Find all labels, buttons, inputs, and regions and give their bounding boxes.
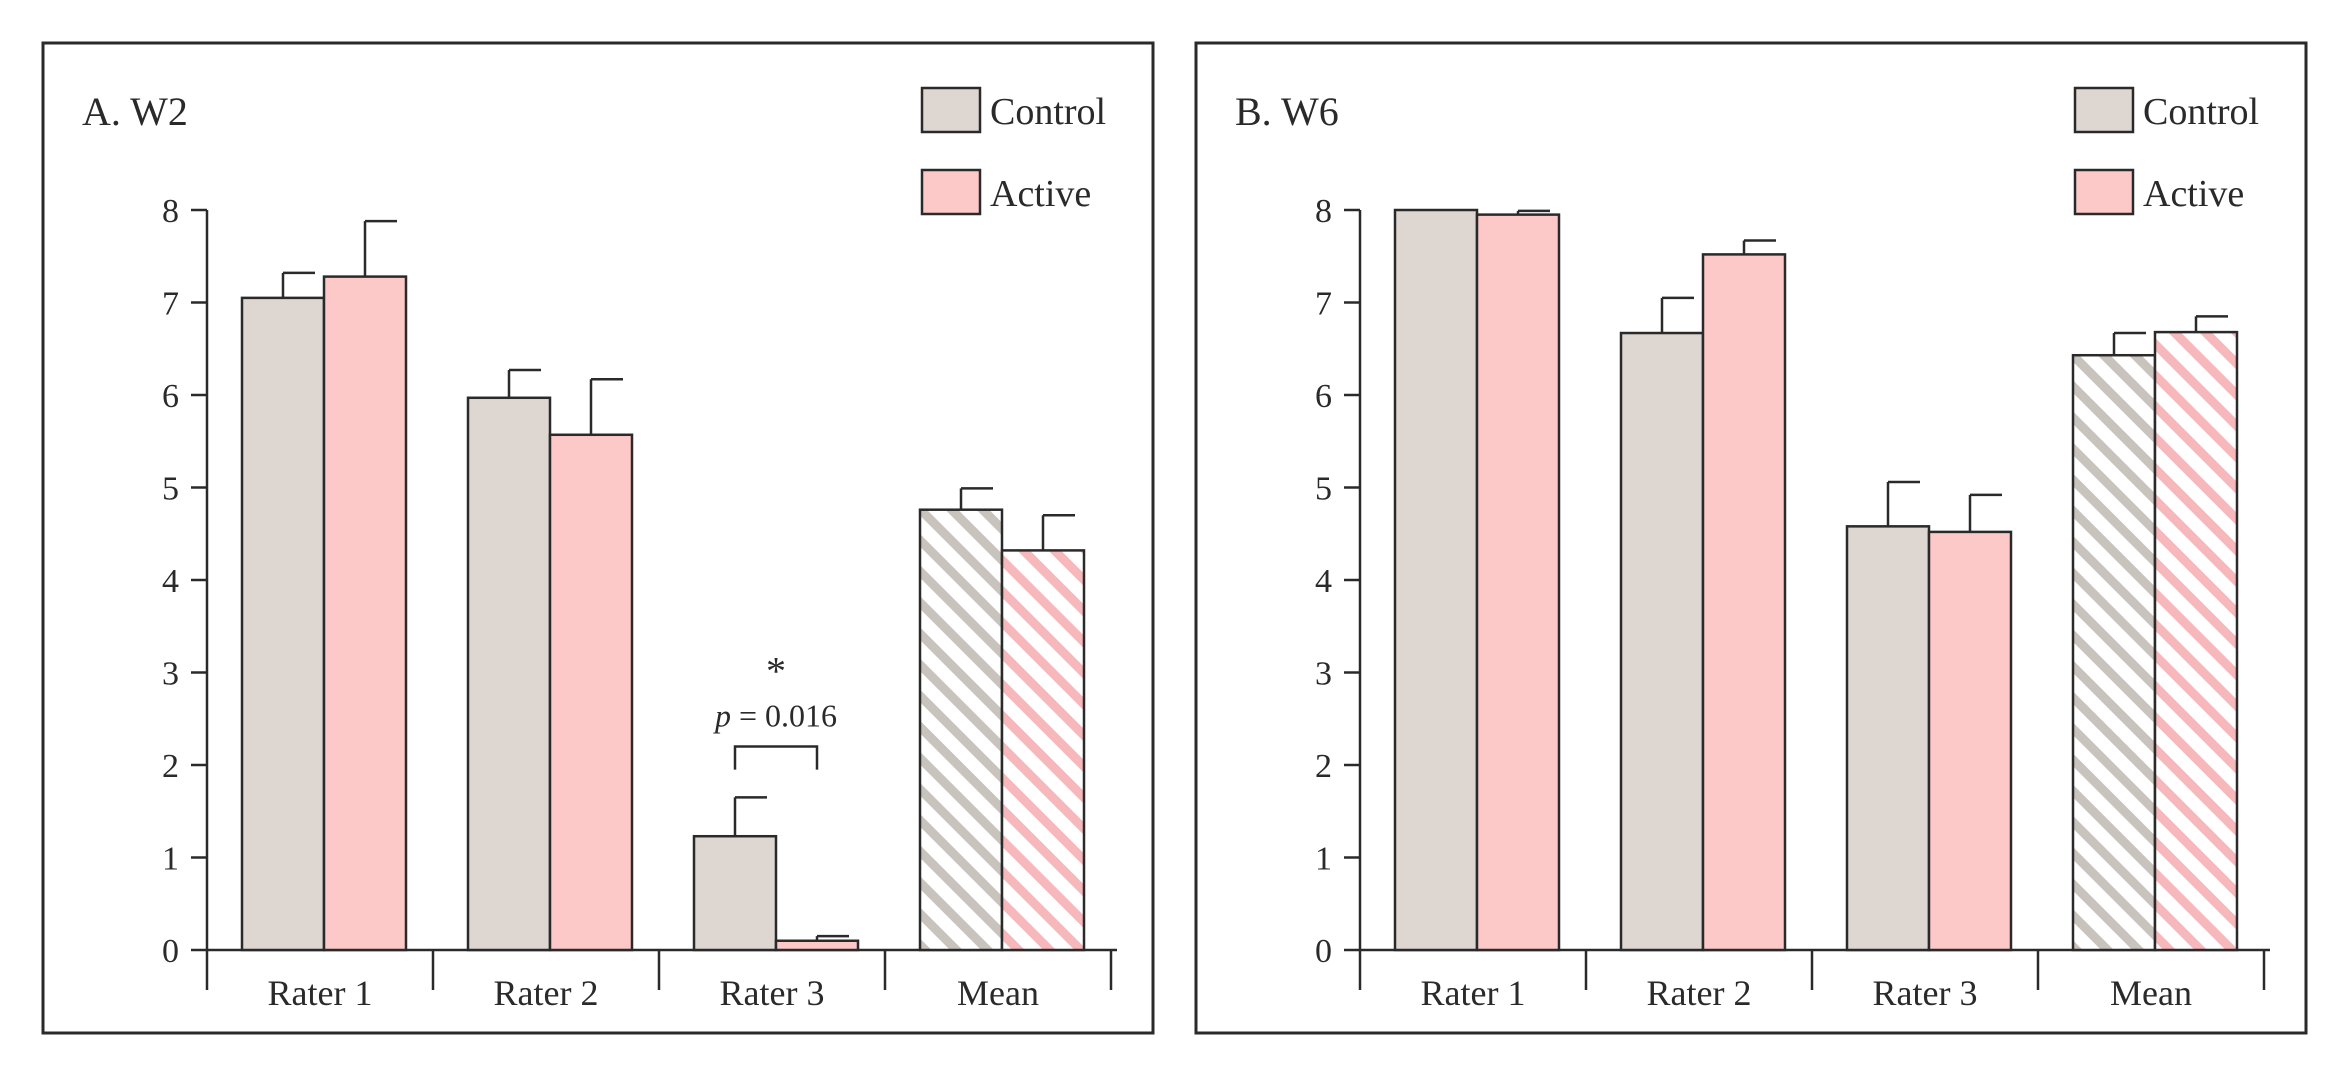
panel-b-legend-control-label: Control (2143, 91, 2259, 133)
panel-b-bar-active (1701, 253, 1787, 952)
panel-b-legend: Control Active (2073, 86, 2259, 216)
panel-a-y-tick-label: 2 (162, 748, 179, 785)
panel-a-significance-star: * (766, 649, 786, 694)
panel-a-bar-active (774, 939, 860, 952)
panel-b-x-tick-label: Rater 2 (1647, 973, 1752, 1013)
panel-a-bar-control (918, 508, 1004, 952)
panel-a-bar-control (692, 834, 778, 952)
panel-b-y-tick-label: 5 (1315, 471, 1332, 508)
panel-b-bar-active (1475, 213, 1561, 952)
panel-a-legend-active-swatch (920, 168, 982, 216)
panel-a-x-tick-label: Mean (957, 973, 1039, 1013)
panel-b-legend-active-swatch (2073, 168, 2135, 216)
panel-b-y-tick-label: 6 (1315, 378, 1332, 415)
panel-a-legend: Control Active (920, 86, 1106, 216)
panel-a-x-tick-label: Rater 3 (720, 973, 825, 1013)
panel-b-y-tick-label: 7 (1315, 286, 1332, 323)
panel-b-legend-control-swatch (2073, 86, 2135, 134)
panel-a-bar-active (548, 433, 634, 952)
panel-b-y-tick-label: 1 (1315, 841, 1332, 878)
panel-a-x-tick-label: Rater 2 (494, 973, 599, 1013)
panel-a-y-tick-label: 8 (162, 193, 179, 230)
panel-a-x-tick-label: Rater 1 (268, 973, 373, 1013)
panel-b-bar-active (2153, 330, 2239, 952)
panel-a-significance-bracket (733, 745, 819, 770)
panel-a-y-tick-label: 4 (162, 563, 179, 600)
panel-a-bar-control (240, 296, 326, 952)
panel-a-y-tick-label: 3 (162, 656, 179, 693)
panel-b-y-tick-label: 2 (1315, 748, 1332, 785)
panel-a-y-tick-label: 1 (162, 841, 179, 878)
panel-a-legend-control-swatch (920, 86, 982, 134)
panel-b-bar-control (1845, 525, 1931, 952)
panel-b-bar-control (2071, 353, 2157, 952)
panel-a-bar-active (322, 275, 408, 952)
panel-b-x-tick-label: Mean (2110, 973, 2192, 1013)
panel-b-x-tick-label: Rater 3 (1873, 973, 1978, 1013)
panel-b-legend-active-label: Active (2143, 173, 2244, 215)
panel-a-y-tick-label: 0 (162, 933, 179, 970)
panel-b: B. W6 0 1 2 3 4 5 6 7 8 Rater 1 Rater 2 Rater 3 Mean… (1194, 41, 2308, 1035)
panel-b-title: B. W6 (1235, 89, 1339, 134)
panel-a-y-tick-label: 5 (162, 471, 179, 508)
panel-b-y-tick-label: 4 (1315, 563, 1332, 600)
panel-b-bar-active (1927, 530, 2013, 952)
panel-a-y-tick-label: 6 (162, 378, 179, 415)
panel-a-title: A. W2 (82, 89, 188, 134)
panel-a-legend-active-label: Active (990, 173, 1091, 215)
panel-a-bar-active (1000, 549, 1086, 952)
panel-b-bar-control (1393, 208, 1479, 952)
panel-a-y-tick-label: 7 (162, 286, 179, 323)
panel-b-x-tick-label: Rater 1 (1421, 973, 1526, 1013)
panel-b-plot: 0 1 2 3 4 5 6 7 8 Rater 1 Rater 2 Rater 3 Mean (1315, 193, 2270, 1013)
panel-a-p-value-label: p = 0.016 (713, 698, 837, 734)
panel-b-y-tick-label: 8 (1315, 193, 1332, 230)
panel-a-legend-control-label: Control (990, 91, 1106, 133)
panel-a: A. W2 0 1 2 3 4 5 6 7 8 Rater 1 Rater 2 Rater 3 Mean… (41, 41, 1155, 1035)
panel-b-y-tick-label: 3 (1315, 656, 1332, 693)
panel-a-bar-control (466, 396, 552, 952)
panel-b-bar-control (1619, 331, 1705, 952)
panel-a-plot: 0 1 2 3 4 5 6 7 8 Rater 1 Rater 2 Rater 3 Mean p = 0.… (162, 193, 1117, 1013)
panel-b-y-tick-label: 0 (1315, 933, 1332, 970)
